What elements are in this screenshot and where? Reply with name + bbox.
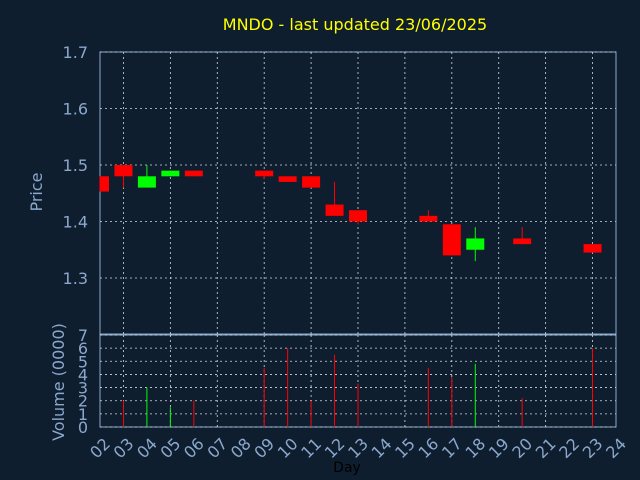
volume-tick-label: 4: [78, 365, 88, 384]
price-tick-label: 1.6: [63, 100, 88, 119]
candle-body: [583, 244, 602, 253]
price-tick-label: 1.3: [63, 269, 88, 288]
volume-tick-label: 3: [78, 379, 88, 398]
candle-body: [255, 170, 274, 177]
volume-tick-label: 6: [78, 339, 88, 358]
price-tick-label: 1.7: [63, 43, 88, 62]
candle-body: [442, 224, 461, 256]
candle-body: [325, 204, 344, 216]
candle-body: [302, 176, 321, 188]
chart-title: MNDO - last updated 23/06/2025: [223, 15, 487, 34]
candle-body: [137, 176, 156, 188]
price-tick-label: 1.4: [63, 213, 88, 232]
volume-tick-label: 7: [78, 326, 88, 345]
volume-tick-label: 1: [78, 405, 88, 424]
plot-layer: 1.31.41.51.61.70123456702030405060708091…: [63, 43, 630, 462]
candle-body: [100, 176, 109, 192]
volume-tick-label: 2: [78, 392, 88, 411]
x-axis-label: Day: [333, 460, 361, 476]
volume-axis-label: Volume (0000): [49, 323, 68, 441]
candle-body: [278, 176, 297, 182]
candle-body: [349, 210, 367, 222]
candle-body: [419, 215, 438, 222]
x-tick-label: 24: [602, 434, 630, 462]
candle-body: [161, 170, 180, 177]
candle-body: [466, 238, 485, 250]
price-axis-label: Price: [27, 172, 46, 211]
price-tick-label: 1.5: [63, 156, 88, 175]
volume-tick-label: 5: [78, 352, 88, 371]
candle-body: [513, 238, 532, 245]
candle-body: [184, 170, 203, 177]
volume-tick-label: 0: [78, 418, 88, 437]
candle-body: [114, 165, 133, 177]
